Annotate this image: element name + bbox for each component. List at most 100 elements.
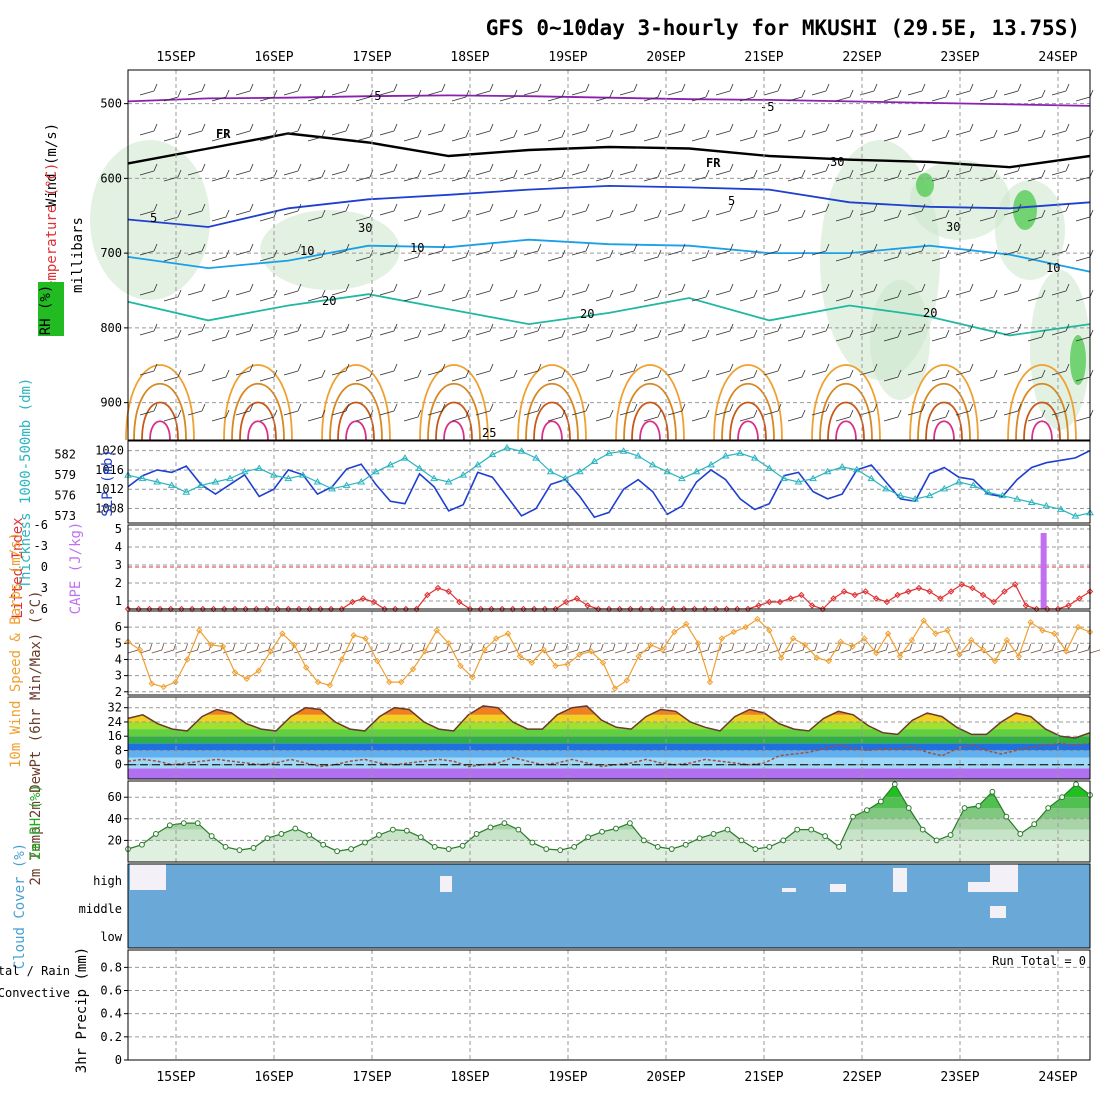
wind-barb [715,203,734,216]
wind-barb [787,169,806,182]
pressure-tick-label: 500 [100,97,122,111]
wind-barb [1027,289,1046,302]
cloud-clear-gap [893,868,907,892]
rh-marker [139,841,145,848]
wind-barb [763,243,782,256]
temperature-contour [835,420,857,441]
surface-wind-barb [626,643,640,654]
wind-barb [547,89,566,102]
surface-wind-barb [139,643,153,654]
surface-wind-barb [1030,643,1043,654]
wind-speed-marker [956,651,963,658]
wind-speed-marker [659,646,666,653]
lifted-index-marker [947,588,955,595]
rh-marker [668,846,675,852]
thickness-tick-label: 579 [54,468,76,482]
rh-marker [180,820,187,827]
lifted-index-marker [456,598,463,606]
wind-barb [571,363,590,376]
surface-wind-barb [175,643,188,654]
wind-barb [883,89,902,102]
rh-marker [808,826,815,833]
wind-barb [403,169,422,182]
wind-barb [643,369,662,382]
wind-barb [667,123,686,136]
wind-barb [763,203,782,216]
lifted-index-marker [894,591,901,599]
wind-barb [331,363,350,376]
wind-barb [1051,243,1070,256]
wind-barb [907,403,926,416]
wind-barb [979,409,998,422]
thickness-marker [780,474,788,482]
surface-wind-barb [1018,643,1032,654]
slp-tick-label: 1020 [95,444,124,458]
wind-barb [907,363,926,376]
temperature-contour [541,420,563,441]
wind-barb [139,283,158,296]
rh-shade-high [916,173,934,197]
upper-air-frame [127,69,1091,441]
wind-barb [667,83,686,96]
lifted-index-marker [370,598,378,606]
wind-barb [571,283,590,296]
rh-marker [794,826,801,833]
wind-barb [739,409,758,422]
wind-barb [835,409,854,422]
surface-wind-barb [222,643,236,654]
surface-wind-barb [674,643,687,654]
lifted-index-marker [584,602,591,609]
lifted-frame [127,524,1091,610]
wind-speed-marker [694,640,702,647]
contour-label: -5 [367,89,381,103]
wind-barb [931,289,950,302]
wind-barb [763,363,782,376]
wind-barb [427,283,446,296]
rh-marker [724,826,731,833]
thickness-marker [940,484,949,492]
wind-barb [715,123,734,136]
thickness-marker [517,447,526,454]
wind-barb [955,323,974,336]
wind-barb [811,283,830,296]
wind-barb [619,283,638,296]
lifted-index-marker [1022,602,1030,609]
temperature-contour [811,364,881,441]
wind-speed-marker [302,664,310,671]
rh-marker [389,826,396,833]
wind-barb [307,129,326,142]
temperature-band [128,736,1090,744]
thickness-line [127,447,1091,517]
rh-marker [320,841,327,848]
surface-wind-barb [329,643,343,654]
wind-barb [859,203,878,216]
thickness-tick-label: 582 [54,448,76,462]
wind-barb [619,363,638,376]
contour-label: 5 [728,194,735,208]
thickness-marker [313,478,322,485]
surface-wind-barb [258,643,272,654]
surface-wind-barb [365,643,378,654]
wind-barb [763,83,782,96]
wind-barb [811,403,830,416]
wind-speed-marker [326,682,334,689]
wind-barb [1003,203,1022,216]
rh-shade-high [1070,335,1086,385]
precip-axis-label: 3hr Precip (mm) [74,947,90,1073]
surface-wind-barb [733,643,747,654]
precip-tick-label: 0.6 [100,984,122,998]
temperature-contour [133,383,187,441]
wind-barb [235,363,254,376]
surface-wind-barb [555,643,568,654]
wind-speed-marker [647,641,654,649]
surface-wind-barb [816,643,830,654]
wind-speed-marker [231,669,239,676]
lifted-index-marker [1076,595,1083,602]
wind-barb [139,403,158,416]
cape-bar [1040,533,1047,609]
rh-marker [989,788,996,795]
lifted-index-marker [755,602,762,609]
lifted-index-marker [434,584,442,592]
lifted-index-marker [979,591,987,599]
lifted-index-marker [915,584,923,592]
